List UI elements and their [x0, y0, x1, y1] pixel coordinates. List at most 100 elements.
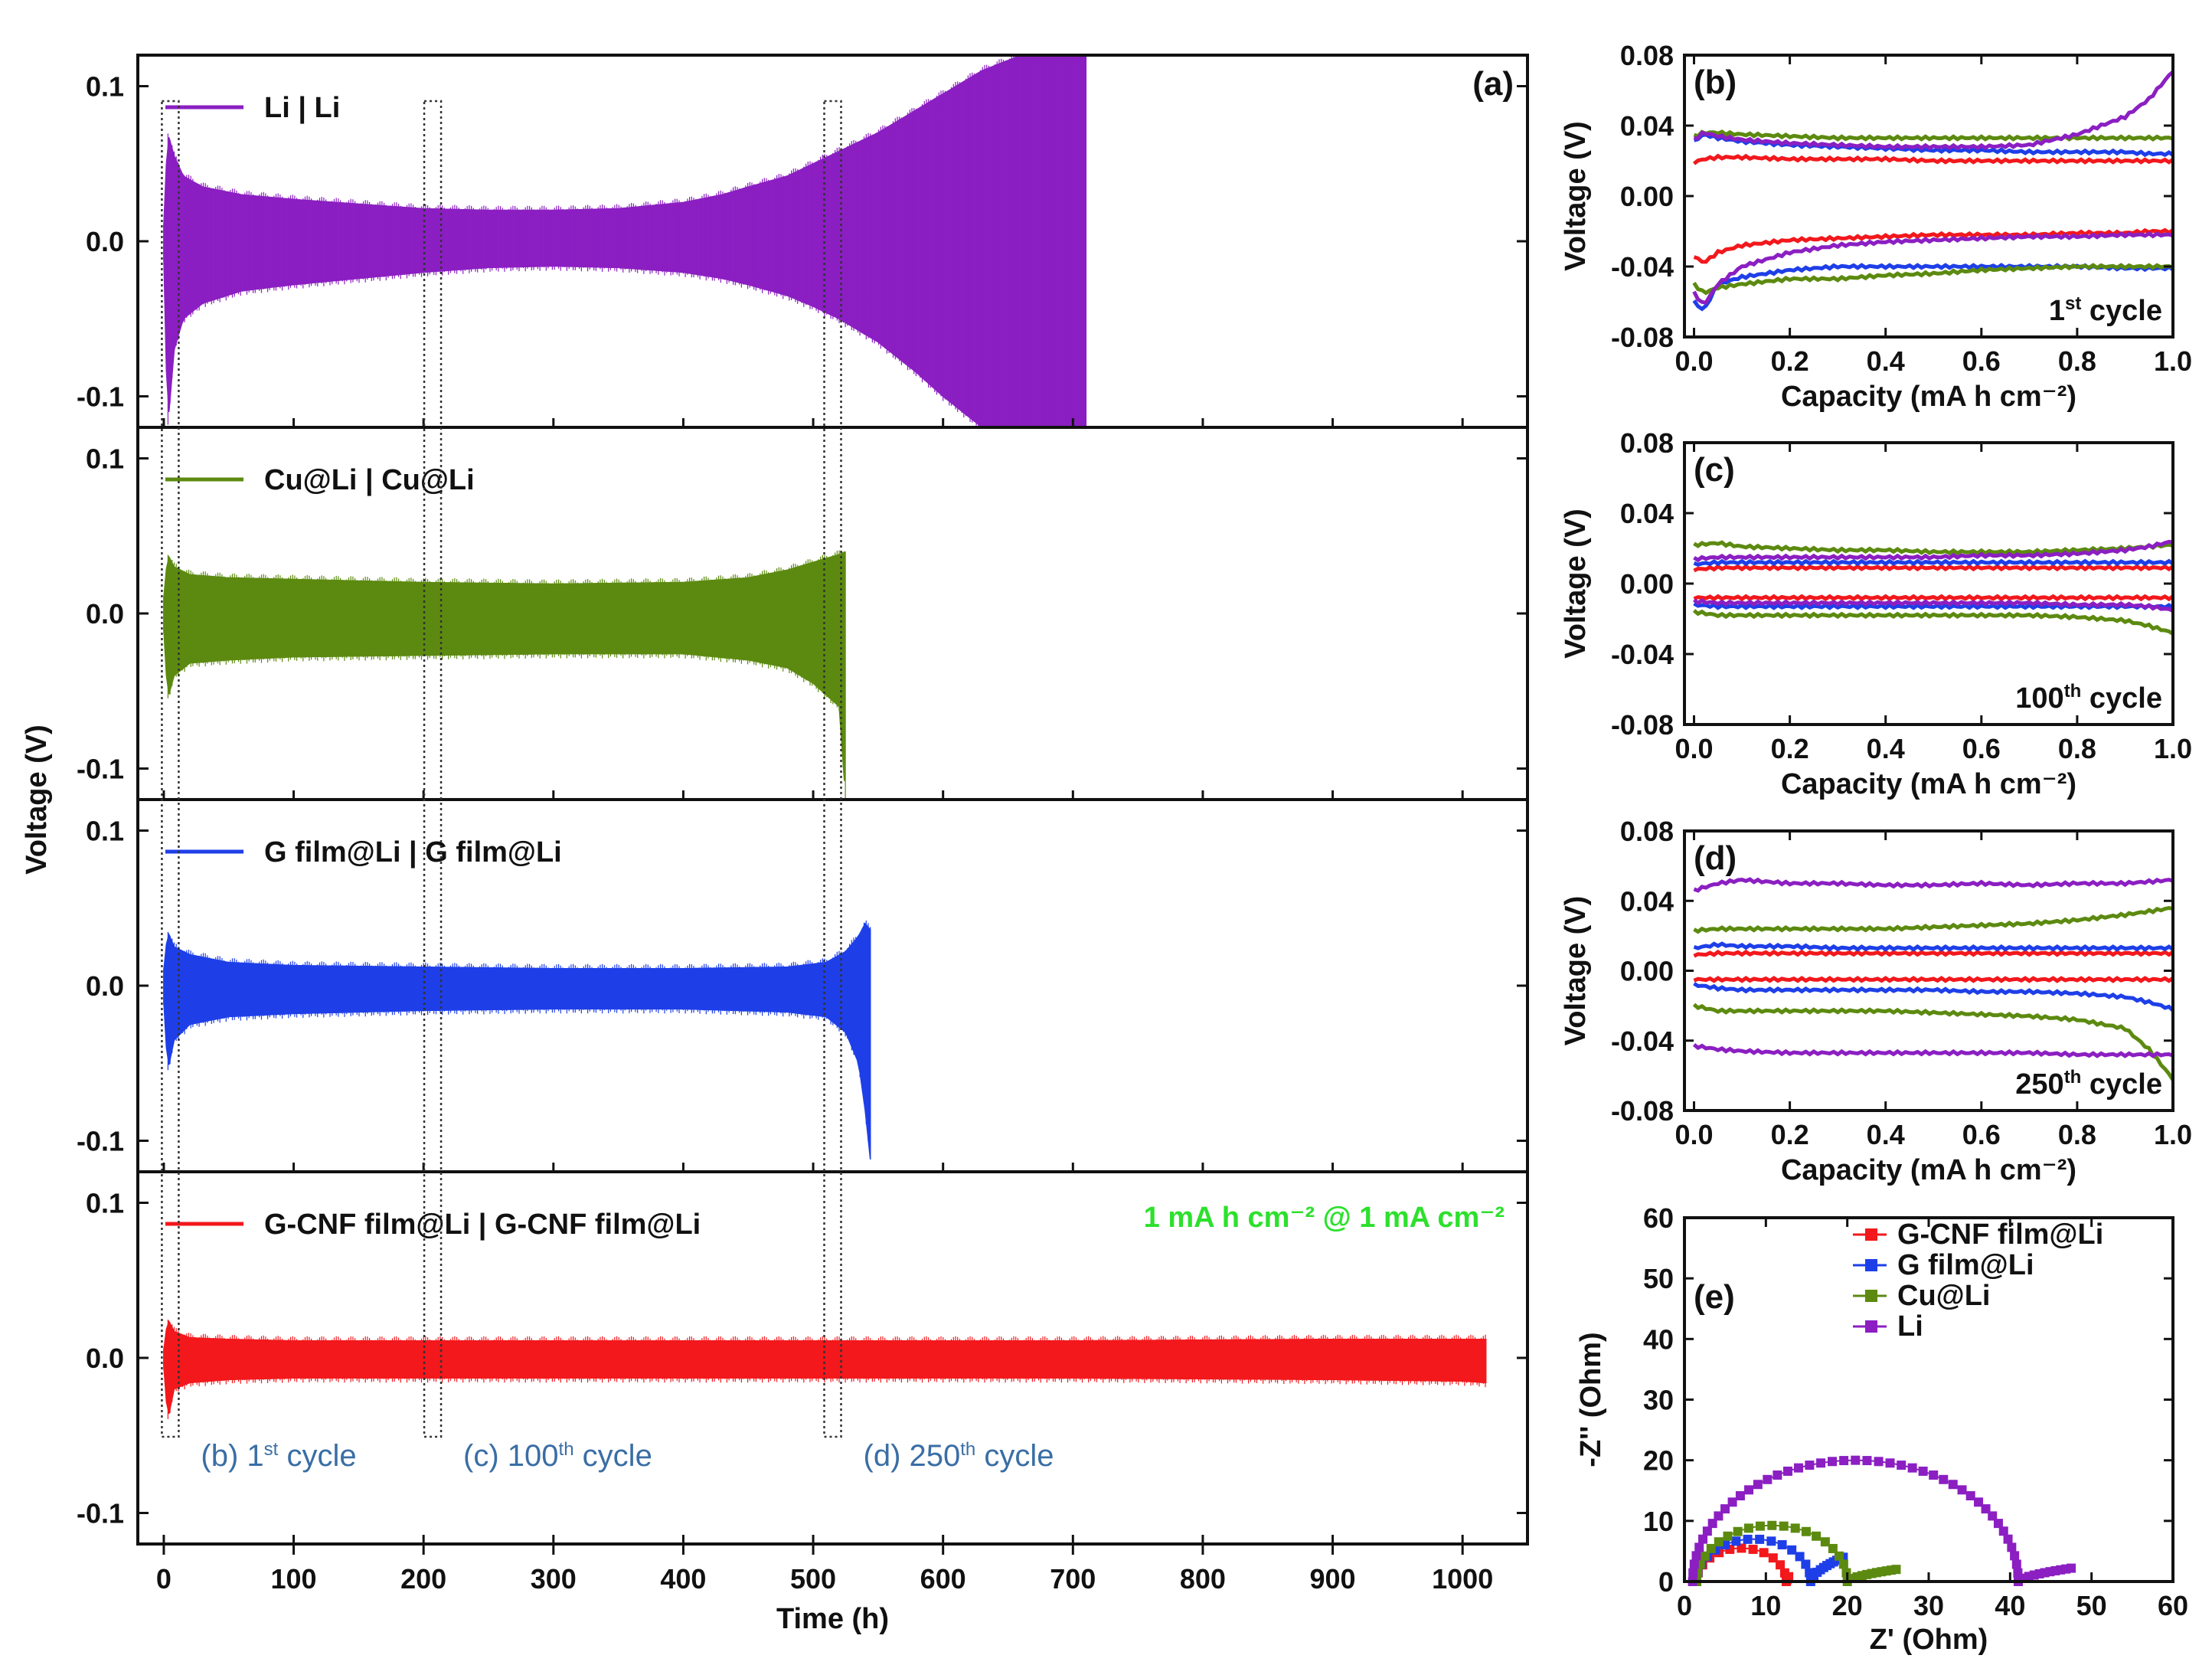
legend-marker: [1865, 1259, 1877, 1271]
x-tick-label: 300: [531, 1563, 577, 1595]
data-point: [1801, 1559, 1811, 1569]
data-point: [1828, 1457, 1838, 1467]
data-point: [1851, 1455, 1861, 1465]
data-point: [1766, 1536, 1776, 1546]
x-tick-label: 900: [1310, 1563, 1356, 1595]
x-tick-label: 50: [2076, 1590, 2107, 1621]
panel-e: 0 10 20 30 40 50 60 0 10 20 30 40 50 60 Z' (Ohm) -Z'' (…: [1575, 1202, 2188, 1656]
panel-c: -0.08 -0.04 0.00 0.04 0.08 0.0 0.2 0.4 0.6 0.8 1.0…: [1560, 427, 2192, 800]
charge-curve-li: [1693, 539, 2173, 563]
data-point: [1812, 1531, 1822, 1541]
data-point-tail: [1784, 1572, 1794, 1582]
y-tick-label: 50: [1643, 1263, 1674, 1294]
data-point: [1743, 1523, 1753, 1533]
charge-curve-li: [1694, 70, 2173, 151]
y-tick-label: -0.04: [1611, 639, 1674, 670]
data-point: [2010, 1551, 2020, 1561]
data-point: [1965, 1491, 1975, 1501]
x-axis-label: Z' (Ohm): [1870, 1624, 1988, 1656]
x-tick-label: 0.0: [1675, 345, 1713, 377]
y-tick-label: 0.08: [1620, 427, 1674, 459]
y-tick-label: 0.1: [86, 1188, 124, 1219]
series-cu: [163, 550, 846, 800]
data-point: [1735, 1491, 1745, 1501]
panel-b: -0.08 -0.04 0.00 0.04 0.08 0.0 0.2 0.4 0.6 0.8 1.0…: [1560, 40, 2192, 413]
charge-curve-gcnf: [1693, 949, 2173, 958]
charge-curve-g: [1693, 941, 2173, 952]
x-tick-label: 0.8: [2058, 733, 2096, 764]
data-point: [1782, 1466, 1792, 1476]
data-point: [1700, 1551, 1710, 1561]
data-point-tail: [2067, 1563, 2076, 1573]
y-tick-label: -0.1: [77, 1498, 124, 1529]
y-tick-label: 0.00: [1620, 956, 1674, 987]
series-g: [163, 920, 871, 1160]
x-tick-label: 0.6: [1962, 1119, 2001, 1150]
x-tick-label: 0.2: [1771, 345, 1809, 377]
legend-label: G-CNF film@Li | G-CNF film@Li: [264, 1209, 701, 1241]
data-point: [1689, 1559, 1699, 1569]
data: [1692, 877, 2173, 1081]
data: [1692, 70, 2173, 312]
subplot-2: -0.1 0.0 0.1 Cu@Li | Cu@Li: [77, 426, 1529, 801]
x-axis-label: Time (h): [776, 1603, 889, 1635]
y-tick-label: 0.0: [86, 970, 124, 1002]
data-point: [1820, 1537, 1830, 1547]
data-point: [1874, 1457, 1884, 1467]
data-point: [1981, 1504, 1991, 1514]
data-point: [1907, 1463, 1917, 1473]
y-tick-label: 0.08: [1620, 816, 1674, 847]
y-tick-label: 0.00: [1620, 181, 1674, 212]
x-tick-label: 200: [400, 1563, 446, 1595]
cycle-box: [161, 100, 180, 1438]
data-point: [1998, 1526, 2008, 1536]
data-point: [1759, 1548, 1769, 1558]
y-tick-label: 0.04: [1620, 885, 1674, 917]
data-point: [1714, 1537, 1724, 1547]
data-point: [1748, 1544, 1758, 1554]
charge-curve-cu: [1693, 129, 2173, 142]
x-tick-label: 0.0: [1675, 733, 1713, 764]
y-tick-label: -0.1: [77, 1126, 124, 1157]
x-tick-label: 0.6: [1962, 345, 2001, 377]
x-tick-label: 1.0: [2154, 345, 2192, 377]
data-point: [1862, 1456, 1872, 1466]
y-tick-label: 0: [1658, 1566, 1674, 1598]
panel-tag: (a): [1472, 65, 1514, 103]
panel-d: -0.08 -0.04 0.00 0.04 0.08 0.0 0.2 0.4 0.6 0.8 1.0…: [1560, 816, 2192, 1186]
y-tick-label: -0.04: [1611, 251, 1674, 283]
x-tick-label: 0.0: [1675, 1119, 1713, 1150]
series-li: [1688, 1455, 2076, 1586]
y-tick-label: 0.0: [86, 598, 124, 630]
voltage-oscillation-gcnf: [163, 1320, 1486, 1419]
x-tick-label: 500: [790, 1563, 836, 1595]
data-point: [1720, 1504, 1730, 1514]
data-point-tail: [1871, 1568, 1881, 1578]
condition-label: 1 mA h cm⁻² @ 1 mA cm⁻²: [1144, 1202, 1505, 1234]
legend-label: Li | Li: [264, 92, 340, 124]
y-tick-label: 40: [1643, 1323, 1674, 1355]
data-point: [1777, 1540, 1787, 1550]
data-point: [1706, 1543, 1716, 1553]
charge-curve-gcnf: [1693, 564, 2173, 573]
data-point: [1776, 1560, 1786, 1570]
legend-label: G film@Li | G film@Li: [264, 836, 562, 868]
y-tick-label: -0.08: [1611, 322, 1674, 353]
cycle-box-label: (c) 100th cycle: [463, 1439, 652, 1473]
data-point: [1834, 1551, 1844, 1561]
cycle-box: [423, 100, 443, 1438]
y-tick-label: -0.1: [77, 754, 124, 785]
y-tick-label: -0.08: [1611, 1095, 1674, 1127]
x-tick-label: 40: [1995, 1590, 2025, 1621]
legend-marker: [1865, 1290, 1877, 1302]
data-point: [1753, 1480, 1763, 1490]
data-point: [2003, 1534, 2013, 1544]
voltage-oscillation-g: [163, 920, 871, 1160]
discharge-curve-li: [1692, 231, 2173, 305]
y-tick-label: 0.0: [86, 1343, 124, 1374]
charge-curve-g: [1693, 132, 2173, 158]
data-point: [1767, 1520, 1777, 1530]
x-tick-label: 60: [2158, 1590, 2188, 1621]
x-tick-label: 0.6: [1962, 733, 2001, 764]
legend-marker: [1865, 1228, 1877, 1241]
